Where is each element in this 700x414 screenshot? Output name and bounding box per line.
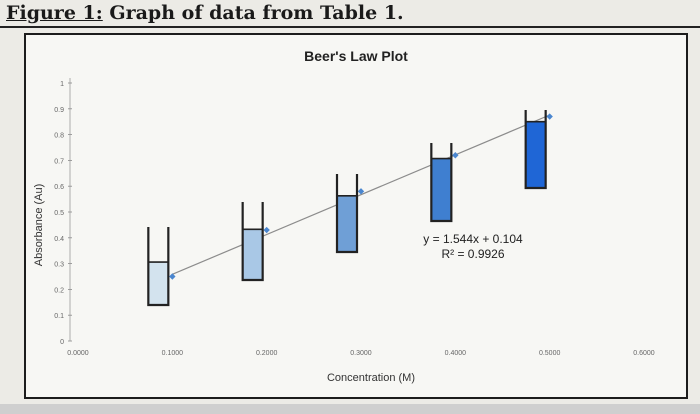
data-point	[546, 113, 553, 120]
chart-frame: Beer's Law Plot Absorbance (Au) Concentr…	[24, 33, 688, 399]
y-tick-label: 0.4	[54, 236, 64, 243]
bottom-strip	[0, 404, 700, 414]
y-tick-label: 0.9	[54, 107, 64, 114]
x-tick-label: 0.3000	[350, 350, 372, 357]
y-tick-label: 0.2	[54, 287, 64, 294]
y-tick-label: 0.7	[54, 158, 64, 165]
cuvette-liquid	[148, 262, 169, 305]
y-tick-label: 0.5	[54, 210, 64, 217]
figure-caption: Figure 1: Graph of data from Table 1.	[6, 2, 404, 24]
cuvette-icon	[241, 202, 264, 282]
beers-law-chart: Beer's Law Plot Absorbance (Au) Concentr…	[33, 48, 655, 384]
cuvette-liquid	[525, 121, 546, 188]
cuvette-liquid	[242, 229, 263, 280]
y-tick-label: 1	[60, 81, 64, 88]
y-tick-label: 0.6	[54, 184, 64, 191]
x-tick-label: 0.1000	[162, 350, 184, 357]
x-tick-label: 0.6000	[633, 350, 655, 357]
plot-area: 0 0.1 0.2 0.3 0.4 0.5 0.6 0.7 0.8 0.9 1 0.0000 0.100…	[54, 78, 655, 357]
trendline	[172, 114, 550, 275]
cuvette-icon	[335, 174, 359, 254]
data-point	[452, 152, 459, 159]
cuvette-liquid	[337, 195, 357, 252]
y-tick-label: 0.3	[54, 262, 64, 269]
cuvette-icon	[524, 110, 547, 190]
cuvette-outline	[430, 143, 453, 223]
x-tick-label: 0.5000	[539, 350, 561, 357]
y-tick-label: 0	[60, 339, 64, 346]
cuvette-icon	[147, 227, 170, 307]
x-tick-label: 0.0000	[67, 350, 89, 357]
cuvette-outline	[241, 202, 264, 282]
cuvette-icon	[430, 143, 453, 223]
x-tick-label: 0.2000	[256, 350, 278, 357]
figure-caption-text: Graph of data from Table 1.	[102, 2, 404, 24]
chart-title: Beer's Law Plot	[304, 48, 408, 64]
y-axis-label: Absorbance (Au)	[33, 184, 45, 267]
trendline-r-squared: R² = 0.9926	[441, 247, 504, 261]
x-axis-label: Concentration (M)	[327, 372, 415, 384]
cuvette-outline	[524, 110, 547, 190]
cuvette-liquid	[431, 158, 452, 221]
y-tick-label: 0.8	[54, 133, 64, 140]
caption-divider	[0, 26, 700, 28]
y-tick-label: 0.1	[54, 313, 64, 320]
cuvette-outline	[335, 174, 359, 254]
trendline-equation: y = 1.544x + 0.104	[423, 232, 523, 246]
cuvette-outline	[147, 227, 170, 307]
figure-label: Figure 1:	[6, 2, 103, 24]
x-tick-label: 0.4000	[445, 350, 467, 357]
data-point	[357, 188, 365, 195]
data-point	[263, 226, 270, 234]
data-point	[169, 273, 176, 280]
